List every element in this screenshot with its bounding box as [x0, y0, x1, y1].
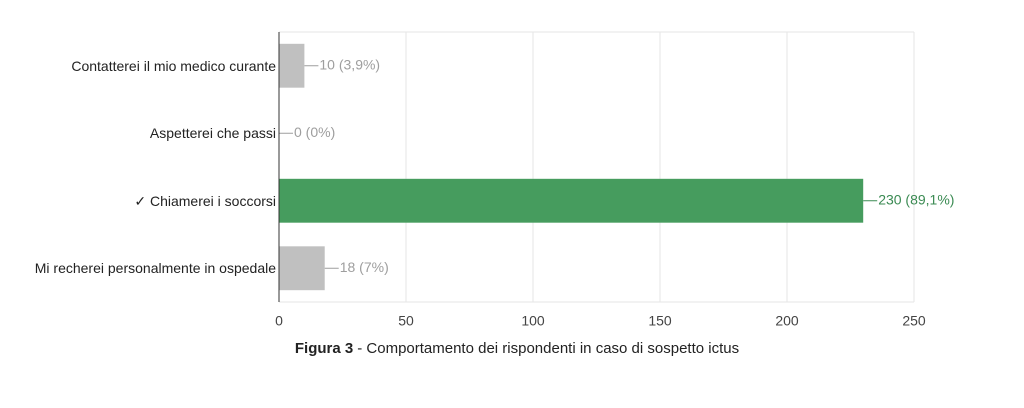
bar — [279, 178, 864, 223]
y-tick-label: Contatterei il mio medico curante — [71, 57, 276, 74]
x-tick-label: 50 — [398, 313, 414, 329]
value-label: 230 (89,1%) — [878, 191, 954, 207]
y-tick-label: Mi recherei personalmente in ospedale — [34, 260, 276, 277]
value-label: 10 (3,9%) — [319, 56, 380, 72]
bar — [279, 43, 305, 88]
caption-text: - Comportamento dei rispondenti in caso … — [357, 340, 740, 357]
x-tick-label: 250 — [902, 313, 926, 329]
caption-label: Figura 3 — [294, 340, 354, 357]
x-tick-label: 100 — [521, 313, 545, 329]
x-tick-label: 200 — [775, 313, 799, 329]
bar — [279, 246, 325, 291]
y-tick-label: Aspetterei che passi — [149, 125, 276, 142]
x-tick-label: 150 — [648, 313, 672, 329]
value-label: 18 (7%) — [340, 259, 389, 275]
y-tick-label: ✓ Chiamerei i soccorsi — [134, 192, 276, 209]
value-label: 0 (0%) — [294, 124, 335, 140]
x-tick-label: 0 — [275, 313, 283, 329]
caption: Figura 3- Comportamento dei rispondenti … — [0, 340, 1024, 357]
